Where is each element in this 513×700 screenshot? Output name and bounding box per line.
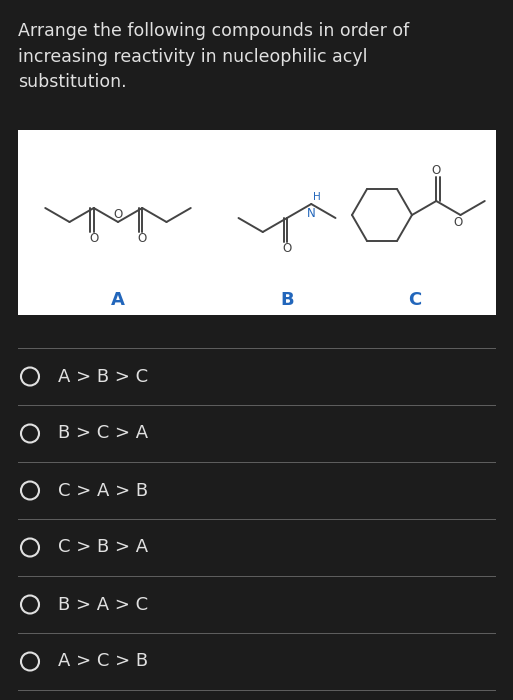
Text: O: O bbox=[431, 164, 441, 176]
Text: H: H bbox=[313, 192, 321, 202]
Text: C > A > B: C > A > B bbox=[58, 482, 148, 500]
Text: B > C > A: B > C > A bbox=[58, 424, 148, 442]
Text: A > B > C: A > B > C bbox=[58, 368, 148, 386]
Text: B: B bbox=[280, 291, 294, 309]
Text: Arrange the following compounds in order of
increasing reactivity in nucleophili: Arrange the following compounds in order… bbox=[18, 22, 409, 92]
Text: O: O bbox=[113, 209, 123, 221]
Text: O: O bbox=[89, 232, 98, 245]
FancyBboxPatch shape bbox=[18, 130, 496, 315]
Text: B > A > C: B > A > C bbox=[58, 596, 148, 613]
Text: A: A bbox=[111, 291, 125, 309]
Text: A > C > B: A > C > B bbox=[58, 652, 148, 671]
Text: N: N bbox=[307, 207, 315, 220]
Text: C: C bbox=[408, 291, 422, 309]
Text: O: O bbox=[137, 232, 147, 245]
Text: C > B > A: C > B > A bbox=[58, 538, 148, 557]
Text: O: O bbox=[454, 216, 463, 230]
Text: O: O bbox=[282, 242, 291, 256]
